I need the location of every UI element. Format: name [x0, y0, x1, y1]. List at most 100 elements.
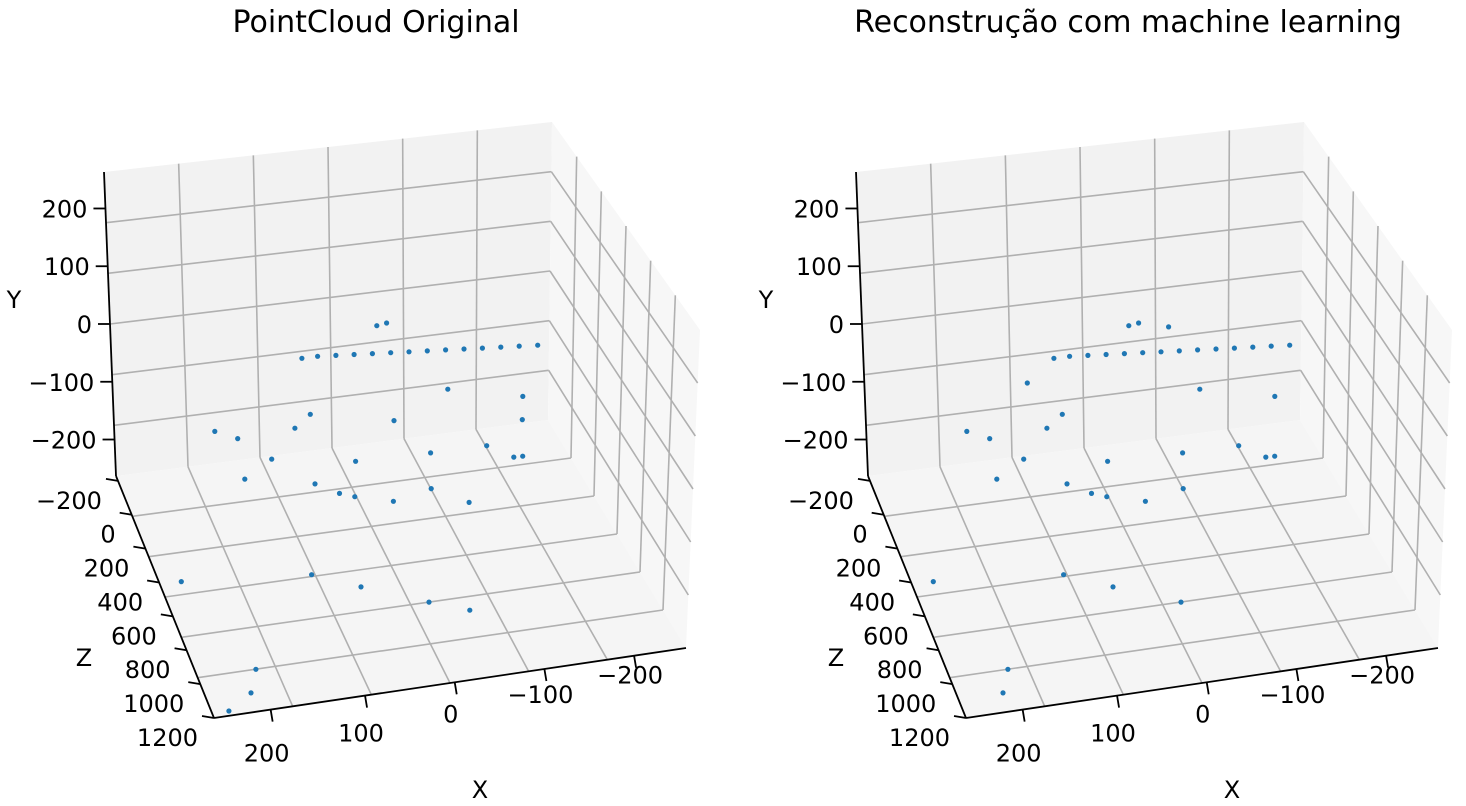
data-point — [1110, 584, 1116, 590]
y-tick-label: 0 — [829, 311, 844, 339]
data-point — [484, 443, 490, 449]
grid-line — [1004, 155, 1013, 458]
data-point — [391, 418, 397, 424]
y-tick-label: 100 — [796, 253, 842, 281]
x-tick-label: 0 — [443, 700, 458, 728]
data-point — [1088, 490, 1095, 496]
x-tick-mark — [269, 709, 274, 722]
x-tick-label: 200 — [996, 740, 1042, 768]
grid-line — [639, 260, 652, 573]
data-point — [336, 490, 343, 496]
data-point — [299, 355, 305, 361]
z-tick-mark — [926, 647, 939, 652]
grid-line — [884, 457, 1324, 518]
subplot-original: PointCloud Original2001000−100−200−20002… — [6, 5, 700, 804]
grid-line — [570, 156, 578, 459]
data-point — [1121, 351, 1127, 357]
data-point — [1103, 351, 1109, 358]
data-point — [333, 352, 339, 358]
z-tick-mark — [857, 477, 871, 482]
z-tick-mark — [105, 477, 119, 482]
x-tick-label: −200 — [597, 662, 663, 690]
data-point — [445, 386, 451, 392]
data-point — [384, 320, 390, 326]
grid-line — [593, 191, 603, 497]
data-point — [516, 343, 522, 349]
z-axis-line — [115, 475, 215, 719]
x-tick-mark — [453, 682, 458, 695]
x-tick-mark — [1021, 709, 1026, 722]
x-tick-label: 200 — [244, 740, 290, 768]
z-tick-mark — [201, 715, 215, 719]
floor-pane — [868, 420, 1438, 718]
data-point — [1064, 481, 1070, 487]
data-point — [1126, 323, 1132, 329]
z-tick-label: 1000 — [875, 690, 936, 718]
data-point — [358, 584, 364, 590]
data-point — [1287, 342, 1293, 348]
z-tick-mark — [898, 579, 912, 584]
z-tick-mark — [885, 545, 898, 550]
data-point — [226, 708, 232, 714]
data-point — [443, 347, 449, 353]
x-tick-label: 100 — [338, 720, 384, 748]
z-tick-label: −200 — [36, 487, 102, 515]
x-axis-label: X — [1224, 776, 1240, 804]
z-tick-label: 1000 — [123, 690, 184, 718]
data-point — [315, 353, 321, 359]
data-point — [520, 393, 526, 399]
data-point — [1005, 666, 1011, 672]
data-point — [1059, 411, 1065, 417]
data-point — [406, 349, 412, 355]
grid-line — [327, 146, 333, 449]
grid-line — [949, 609, 1416, 679]
z-axis-label: Z — [76, 644, 92, 672]
data-point — [388, 350, 394, 356]
data-point — [964, 428, 970, 434]
data-point — [1231, 345, 1237, 351]
grid-line — [1322, 156, 1330, 459]
grid-line — [197, 609, 664, 679]
z-tick-label: 0 — [852, 521, 867, 549]
grid-line — [252, 155, 261, 458]
y-tick-label: −200 — [783, 427, 849, 455]
data-point — [1024, 380, 1030, 386]
data-point — [248, 690, 254, 696]
data-point — [1000, 690, 1006, 696]
data-point — [1197, 386, 1203, 392]
z-tick-mark — [188, 681, 201, 686]
data-point — [1158, 349, 1164, 355]
x-axis-line — [213, 647, 687, 719]
z-tick-label: 600 — [863, 622, 909, 650]
x-tick-mark — [1116, 695, 1120, 708]
data-point — [479, 345, 485, 351]
data-point — [1142, 498, 1148, 504]
data-point — [1263, 454, 1269, 460]
data-point — [424, 348, 430, 354]
grid-line — [1227, 130, 1231, 430]
y-axis-label: Y — [6, 286, 22, 314]
data-point — [1136, 320, 1142, 326]
data-point — [212, 428, 218, 434]
data-point — [1268, 343, 1274, 349]
scatter-points — [930, 320, 1293, 696]
data-point — [235, 436, 241, 442]
data-point — [498, 344, 504, 350]
z-tick-mark — [146, 579, 160, 584]
z-tick-label: 1200 — [889, 724, 950, 752]
y-tick-label: 200 — [42, 195, 88, 223]
grid-line — [1391, 260, 1404, 573]
data-point — [1272, 453, 1278, 459]
data-point — [987, 436, 993, 442]
data-point — [1085, 352, 1091, 358]
data-point — [312, 481, 318, 487]
data-point — [1105, 458, 1111, 464]
grid-line — [916, 533, 1370, 598]
x-tick-label: 100 — [1090, 720, 1136, 748]
z-tick-label: 800 — [877, 656, 923, 684]
data-point — [1166, 324, 1172, 330]
data-point — [309, 572, 315, 578]
data-point — [535, 342, 541, 348]
x-tick-label: −100 — [507, 681, 573, 709]
grid-line — [616, 225, 627, 535]
